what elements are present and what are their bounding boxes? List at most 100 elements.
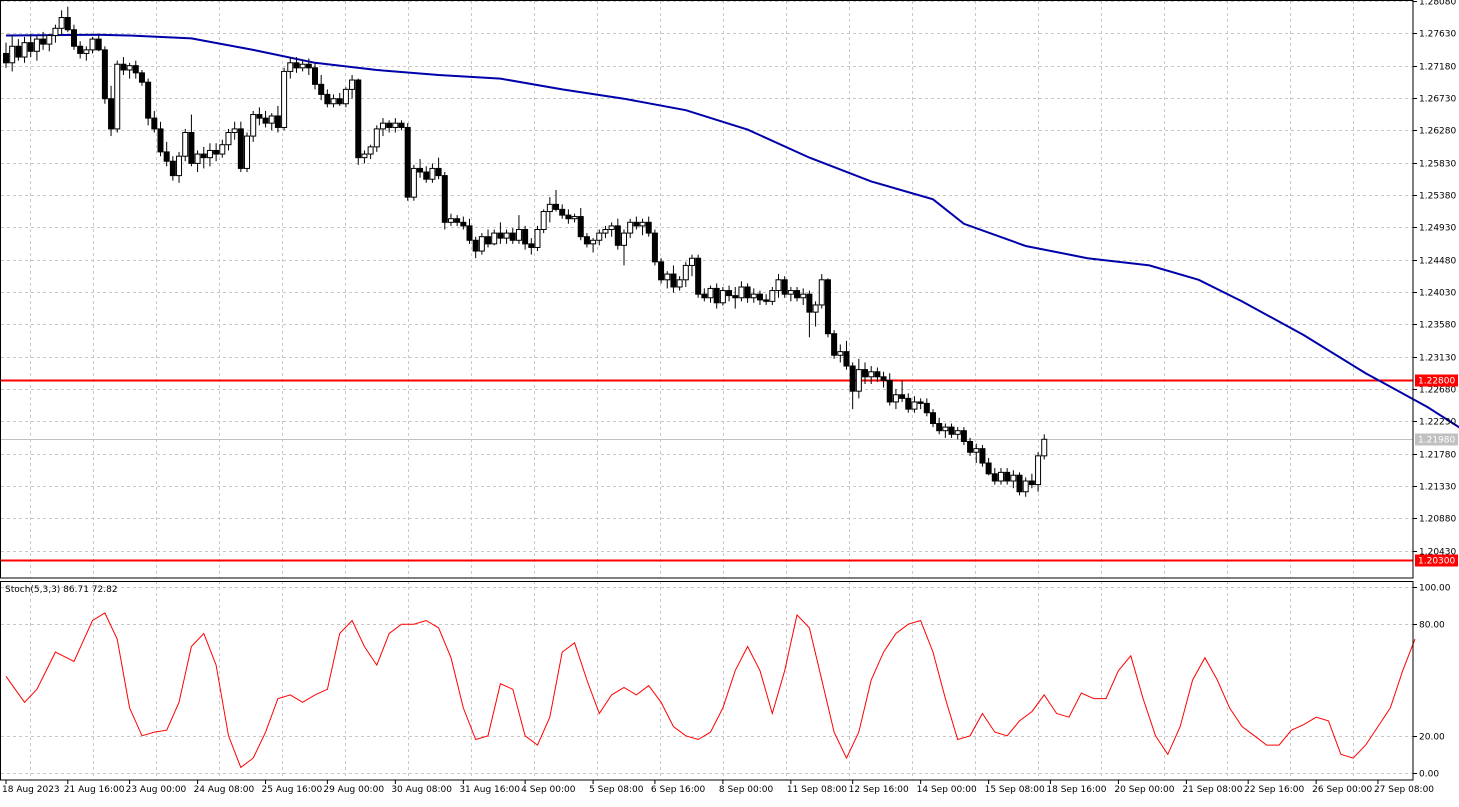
candle — [454, 215, 461, 226]
candle-body — [108, 98, 115, 130]
time-tick-label: 14 Sep 00:00 — [917, 785, 977, 795]
candle-body — [540, 211, 547, 231]
candle — [818, 274, 825, 309]
candle-body — [1028, 480, 1035, 486]
candle-body — [1041, 438, 1048, 457]
candle — [1028, 473, 1035, 489]
candle-body — [287, 62, 294, 72]
candle — [880, 371, 887, 388]
candle-body — [355, 79, 362, 159]
candle — [633, 216, 640, 230]
candle-body — [9, 45, 16, 64]
moving-average — [5, 33, 1459, 429]
candle-body — [213, 149, 220, 155]
candle — [1035, 452, 1042, 492]
candle — [213, 143, 220, 162]
candle — [583, 233, 590, 248]
candle-body — [528, 243, 535, 248]
candle — [15, 39, 22, 61]
candle — [367, 144, 374, 160]
candle — [95, 35, 102, 52]
candle — [664, 271, 671, 289]
candle-body — [1004, 471, 1011, 482]
candle-body — [886, 379, 893, 403]
candle — [126, 62, 133, 79]
candle — [312, 62, 318, 90]
candle-body — [77, 45, 84, 54]
candle — [89, 36, 96, 54]
candle-body — [491, 232, 498, 245]
candle — [868, 366, 875, 384]
price-tick-label: 1.21330 — [1419, 483, 1456, 493]
candle-body — [373, 128, 380, 148]
candle-body — [812, 304, 819, 313]
level-price-label: 1.20300 — [1418, 557, 1455, 567]
candle-body — [157, 128, 164, 153]
candle-body — [472, 239, 479, 252]
candle — [627, 218, 634, 239]
candle — [429, 163, 436, 183]
candle-body — [1035, 455, 1042, 486]
time-tick-label: 31 Aug 16:00 — [459, 785, 520, 795]
candle-body — [726, 290, 733, 297]
candle — [658, 258, 665, 284]
candle-body — [188, 131, 195, 164]
candle — [670, 265, 677, 293]
candle-body — [132, 65, 139, 74]
candle — [985, 458, 992, 476]
candle-body — [942, 426, 949, 432]
candle — [824, 278, 831, 338]
candle — [244, 132, 251, 173]
candle-body — [769, 290, 776, 302]
candle-body — [794, 290, 801, 299]
candle-body — [324, 93, 331, 105]
candle-body — [219, 144, 226, 155]
candle-body — [967, 440, 974, 453]
candle-body — [936, 423, 943, 432]
candle-body — [262, 117, 269, 124]
candle — [194, 150, 201, 173]
candle-body — [614, 225, 621, 246]
candle-body — [818, 279, 825, 306]
price-tick-label: 1.20430 — [1419, 548, 1456, 558]
candle-body — [732, 295, 739, 299]
time-tick-label: 27 Sep 08:00 — [1374, 785, 1434, 795]
main-panel-border — [0, 0, 1414, 579]
candle-body — [843, 351, 850, 367]
price-tick-label: 1.25380 — [1419, 192, 1456, 202]
candle — [812, 301, 819, 327]
candle — [21, 36, 28, 63]
candle-body — [608, 225, 615, 231]
candle-body — [1016, 474, 1023, 493]
candle — [70, 24, 77, 50]
price-tick-label: 1.22230 — [1419, 418, 1456, 428]
candle-body — [454, 218, 461, 223]
candle — [404, 123, 411, 201]
price-tick-label: 1.23130 — [1419, 354, 1456, 364]
candle-body — [676, 279, 683, 288]
candle-body — [15, 45, 22, 58]
candle — [132, 60, 139, 79]
price-tick-label: 1.27630 — [1419, 30, 1456, 40]
candle-body — [40, 38, 47, 45]
candle-body — [392, 122, 399, 128]
candle-body — [806, 293, 813, 313]
candle-body — [225, 131, 232, 146]
candle-body — [750, 293, 757, 299]
candle-body — [299, 63, 306, 69]
candle — [256, 107, 263, 126]
candle — [1016, 472, 1023, 496]
candle-body — [880, 376, 887, 381]
candle — [942, 423, 949, 438]
time-tick-label: 15 Sep 08:00 — [985, 785, 1045, 795]
candle — [206, 143, 213, 167]
candle-body — [627, 221, 634, 234]
candle — [386, 120, 393, 133]
candle — [441, 172, 448, 230]
candle-body — [398, 122, 405, 128]
candle — [268, 113, 275, 131]
candle-body — [206, 149, 213, 159]
current-price-label: 1.21980 — [1418, 436, 1455, 446]
candle — [200, 146, 207, 169]
candle — [120, 57, 127, 76]
